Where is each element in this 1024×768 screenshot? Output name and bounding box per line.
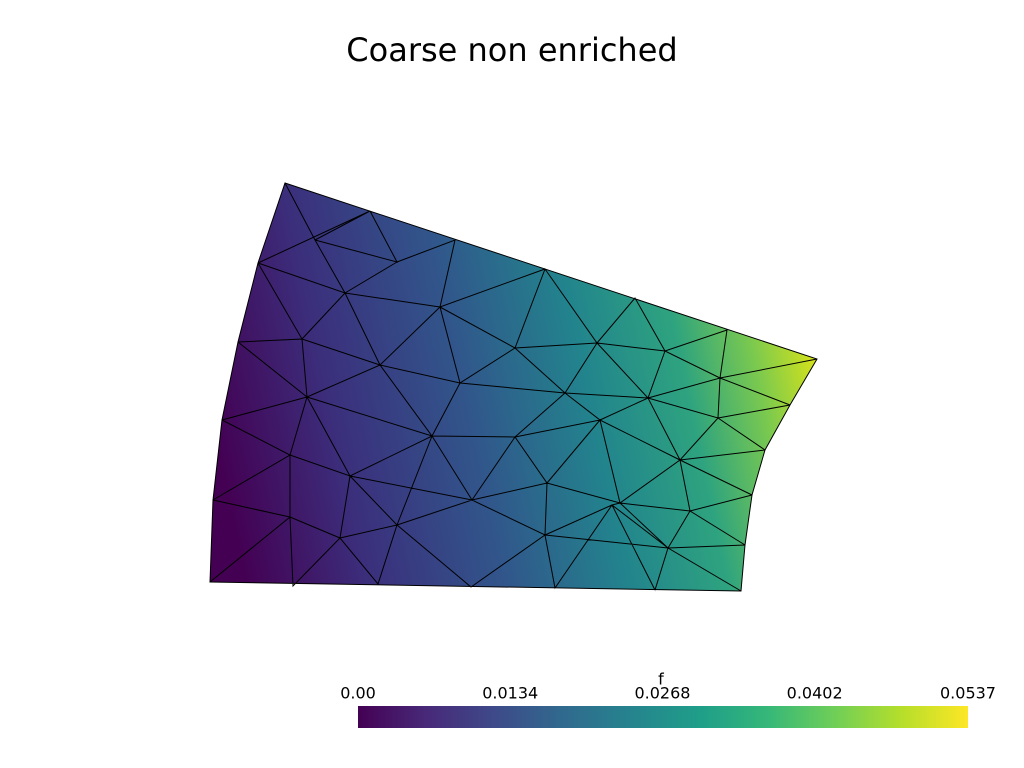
colorbar-tick-label: 0.0402 [787, 684, 843, 703]
colorbar-tick-label: 0.00 [340, 684, 376, 703]
mesh [209, 182, 818, 592]
colorbar-tick-label: 0.0134 [482, 684, 538, 703]
title: Coarse non enriched [346, 31, 677, 69]
colorbar-gradient [358, 706, 968, 728]
mesh-surface [210, 183, 817, 591]
colorbar: f 0.00 0.0134 0.0268 0.0402 0.0537 [340, 670, 996, 728]
colorbar-tick-label: 0.0537 [940, 684, 996, 703]
colorbar-tick-label: 0.0268 [634, 684, 690, 703]
colorbar-title: f [658, 670, 664, 689]
mesh-edges [209, 182, 818, 592]
